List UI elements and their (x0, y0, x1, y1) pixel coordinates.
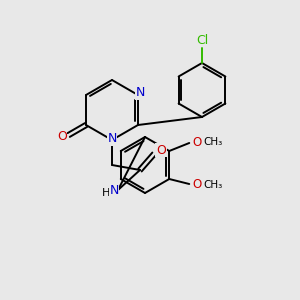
Text: N: N (107, 133, 117, 146)
Text: CH₃: CH₃ (204, 137, 223, 147)
Text: O: O (193, 178, 202, 191)
Text: CH₃: CH₃ (204, 180, 223, 190)
Text: H: H (102, 188, 110, 198)
Text: N: N (109, 184, 119, 197)
Text: O: O (156, 143, 166, 157)
Text: N: N (135, 86, 145, 100)
Text: Cl: Cl (196, 34, 208, 46)
Text: O: O (57, 130, 67, 143)
Text: O: O (193, 136, 202, 148)
